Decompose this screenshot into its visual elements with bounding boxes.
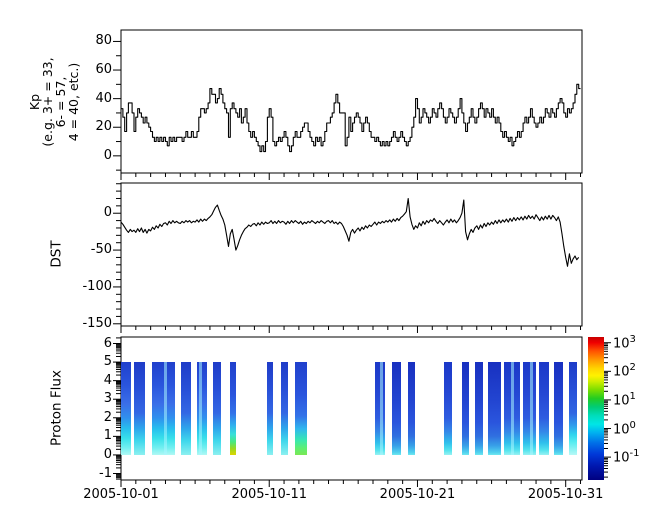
spectro-bar: [212, 362, 221, 455]
spectro-bar: [374, 362, 385, 455]
x-date-label: 2005-10-11: [231, 487, 307, 502]
y-tick-label: 4: [103, 372, 112, 388]
spectro-bar: [487, 362, 501, 455]
spectro-bar: [568, 362, 577, 455]
spectro-bar: [196, 362, 207, 455]
y-tick-label: 3: [103, 391, 112, 407]
y-tick-label: 1: [103, 428, 112, 444]
spectro-bar: [280, 362, 288, 455]
spectro-bar: [407, 362, 415, 455]
spectro-bar-stripe: [510, 362, 514, 455]
spectro-bar: [134, 362, 145, 455]
y-tick-label: -1: [99, 465, 112, 481]
spectro-bar: [391, 362, 401, 455]
spectro-bar-stripe: [163, 362, 167, 455]
y-tick-label: -100: [82, 278, 112, 294]
y-tick-label: 0: [103, 205, 112, 221]
y-tick-label: 5: [103, 354, 112, 370]
spectro-bar: [503, 362, 520, 455]
y-tick-label: -50: [90, 242, 112, 258]
y-tick-label: 20: [95, 119, 112, 135]
panel-frame-0: [120, 29, 583, 174]
spectro-bar-stripe: [379, 362, 383, 455]
spectro-bar: [121, 362, 131, 455]
colorbar-tick-label: 100: [613, 419, 636, 437]
y-tick-label: 0: [103, 147, 112, 163]
spectro-bar-stripe: [529, 362, 533, 455]
colorbar-tick-label: 103: [613, 333, 636, 352]
y-tick-label: -150: [82, 315, 112, 331]
spectro-bar: [461, 362, 469, 455]
x-date-label: 2005-10-21: [379, 487, 456, 502]
spectro-bar-stripe: [198, 362, 202, 455]
y-tick-label: 80: [95, 33, 112, 49]
x-date-label: 2005-10-31: [527, 487, 604, 502]
panel-frame-1: [120, 182, 583, 327]
colorbar: [588, 337, 604, 480]
spectro-bar: [181, 362, 191, 455]
dst-line: [120, 197, 580, 267]
y-tick-label: 40: [95, 90, 112, 106]
x-date-label: 2005-10-01: [83, 487, 159, 502]
y-tick-label: 2: [103, 409, 112, 425]
spectro-bar: [553, 362, 563, 455]
spectro-bar: [474, 362, 483, 455]
y-tick-label: 60: [95, 62, 112, 78]
colorbar-tick-label: 10-1: [613, 448, 640, 466]
spectro-bar: [229, 362, 236, 455]
kp-step-line: [121, 83, 581, 153]
spectro-bar: [266, 362, 273, 455]
y-tick-label: 6: [103, 335, 112, 351]
y-tick-label: 0: [103, 446, 112, 462]
spectro-bar: [151, 362, 175, 455]
spectro-bar: [522, 362, 536, 455]
colorbar-tick-label: 101: [613, 390, 636, 409]
proton-flux-axis-label: Proton Flux: [48, 370, 65, 446]
spectro-bar: [443, 362, 452, 455]
spectro-bar: [294, 362, 307, 455]
dst-axis-label: DST: [48, 240, 65, 268]
colorbar-tick-label: 102: [613, 362, 636, 380]
spectro-bar: [538, 362, 549, 455]
